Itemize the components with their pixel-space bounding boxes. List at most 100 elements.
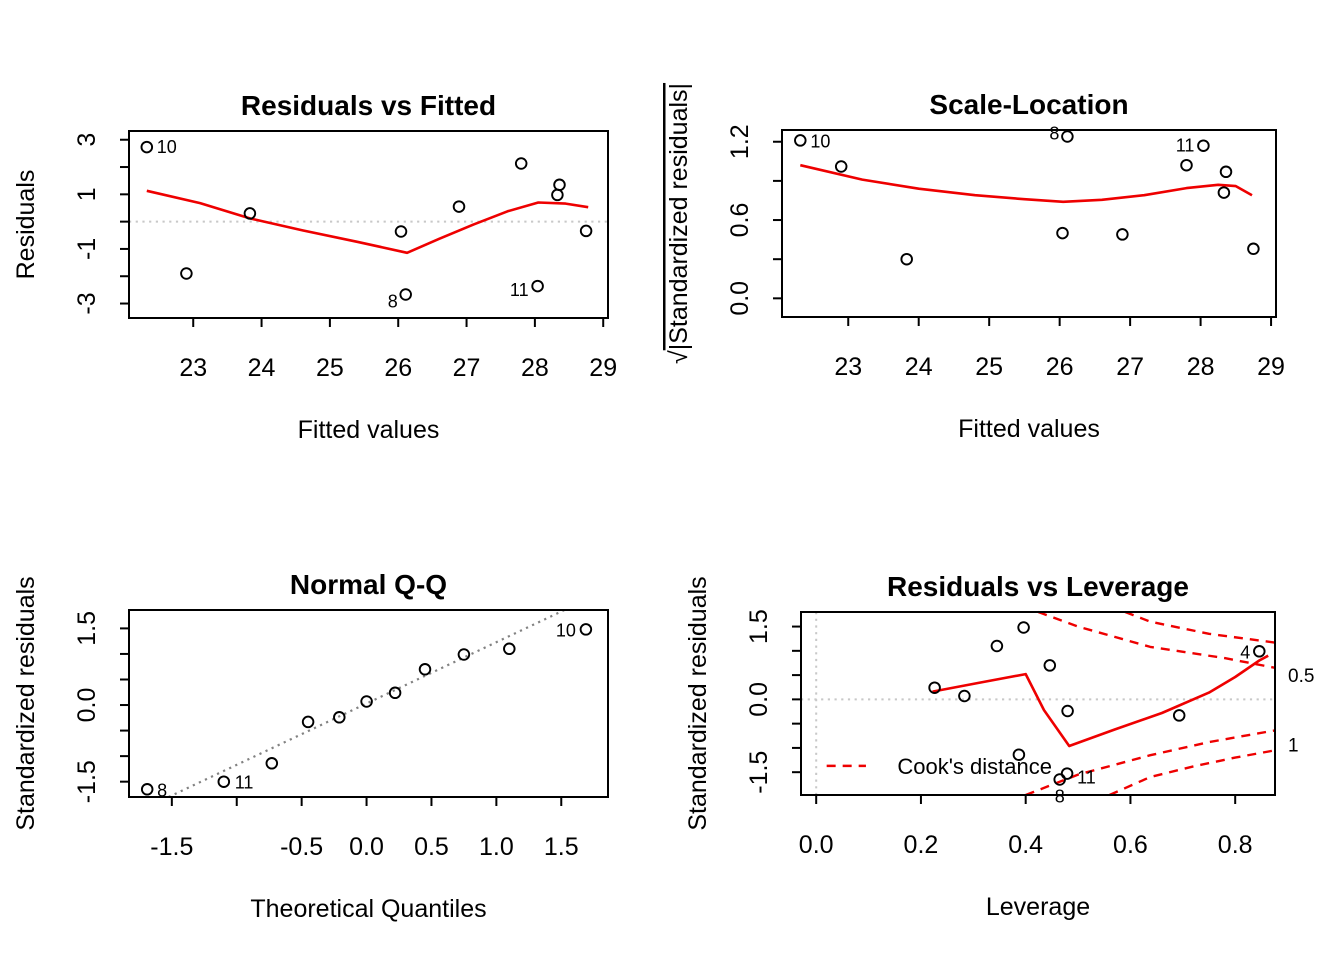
x-tick-label: 26 — [384, 354, 412, 382]
point-id-label: 8 — [1055, 786, 1065, 806]
plot-box — [128, 130, 609, 319]
x-tick-label: 23 — [834, 353, 862, 381]
y-tick-label: -1 — [73, 238, 101, 260]
point-id-label: 10 — [556, 620, 576, 640]
x-tick-label: 27 — [1116, 353, 1144, 381]
x-tick-label: 24 — [905, 353, 933, 381]
point-id-label: 10 — [157, 137, 177, 157]
x-axis-label: Leverage — [986, 893, 1090, 921]
data-point — [418, 663, 432, 676]
data-point — [551, 188, 564, 202]
data-point — [1219, 165, 1233, 179]
panel-title: Scale-Location — [929, 89, 1128, 120]
data-point — [1053, 773, 1066, 786]
loess-smoother — [800, 163, 1253, 204]
data-point — [399, 288, 412, 301]
data-point — [1012, 748, 1026, 761]
x-tick-label: -0.5 — [280, 833, 323, 861]
data-point — [514, 157, 528, 170]
data-point — [217, 775, 231, 788]
data-point — [1056, 226, 1069, 240]
cooks-contour-1-lower — [1109, 749, 1276, 797]
x-axis-label: Fitted values — [958, 415, 1100, 443]
point-id-label: 11 — [1176, 136, 1195, 156]
point-id-label: 10 — [810, 131, 830, 151]
point-id-label: 8 — [157, 780, 167, 800]
data-point — [503, 642, 516, 656]
loess-smoother — [932, 654, 1269, 748]
x-tick-label: 1.0 — [479, 833, 514, 861]
point-id-label: 4 — [1240, 642, 1250, 662]
data-point — [457, 648, 471, 661]
y-tick-label: 1.2 — [726, 124, 754, 159]
cooks-contour-05-lower — [1025, 729, 1276, 797]
y-tick-label: 0.6 — [726, 203, 754, 238]
panel-title: Residuals vs Leverage — [887, 571, 1189, 602]
data-point — [452, 200, 466, 213]
x-tick-label: 23 — [179, 354, 207, 382]
data-point — [553, 178, 566, 192]
panel-4 — [792, 610, 1276, 804]
panel-1 — [120, 130, 609, 327]
x-tick-label: 0.4 — [1008, 831, 1043, 859]
data-point — [243, 207, 257, 220]
loess-smoother — [146, 189, 589, 255]
plot-box — [781, 129, 1277, 318]
data-point — [900, 252, 913, 266]
cooks-level-label: 0.5 — [1288, 666, 1314, 687]
x-tick-label: 28 — [1187, 353, 1215, 381]
x-tick-label: 29 — [1257, 353, 1285, 381]
x-tick-label: 0.6 — [1113, 831, 1148, 859]
data-point — [333, 711, 346, 724]
y-tick-label: 0.0 — [73, 688, 101, 723]
data-point — [990, 639, 1004, 653]
y-tick-label: -1.5 — [745, 751, 773, 794]
plot-box — [800, 611, 1276, 796]
panel-3 — [120, 609, 609, 806]
cooks-contour-05-upper — [1037, 610, 1276, 669]
y-axis-label: Residuals — [12, 170, 40, 280]
data-point — [394, 225, 408, 238]
y-tick-label: 1 — [73, 187, 101, 201]
x-tick-label: 25 — [975, 353, 1003, 381]
x-tick-label: 0.0 — [799, 831, 834, 859]
data-point — [1253, 645, 1266, 658]
point-id-label: 11 — [235, 773, 254, 793]
data-point — [1061, 130, 1074, 143]
data-point — [1060, 767, 1074, 780]
data-point — [1043, 659, 1057, 672]
data-point — [360, 695, 373, 708]
legend-label: Cook's distance — [897, 754, 1052, 779]
data-point — [265, 757, 279, 770]
y-tick-label: -3 — [73, 292, 101, 314]
x-axis-label: Fitted values — [298, 416, 440, 444]
x-axis-label: Theoretical Quantiles — [250, 895, 486, 923]
data-point — [180, 267, 193, 280]
y-tick-label: 1.5 — [73, 611, 101, 646]
x-tick-label: 0.0 — [349, 833, 384, 861]
data-point — [1197, 139, 1210, 152]
x-tick-label: 0.5 — [414, 833, 449, 861]
data-point — [301, 715, 315, 729]
data-point — [928, 681, 941, 694]
y-tick-label: -1.5 — [73, 760, 101, 803]
panel-2 — [773, 129, 1277, 326]
x-tick-label: 0.2 — [904, 831, 939, 859]
data-point — [1247, 242, 1260, 256]
data-point — [1180, 158, 1193, 172]
data-point — [958, 689, 971, 703]
y-tick-label: 0.0 — [745, 682, 773, 717]
y-tick-label: 1.5 — [745, 609, 773, 644]
y-axis-label: Standardized residuals — [684, 576, 712, 830]
data-point — [834, 160, 848, 173]
x-tick-label: 0.8 — [1218, 831, 1253, 859]
qq-reference-line — [168, 609, 565, 798]
plot-box — [128, 609, 609, 798]
y-axis-label: √|Standardized residuals| — [665, 83, 693, 364]
data-point — [579, 224, 593, 238]
panel-title: Normal Q-Q — [290, 569, 447, 600]
y-tick-label: 0.0 — [726, 281, 754, 316]
data-point — [1116, 228, 1129, 241]
